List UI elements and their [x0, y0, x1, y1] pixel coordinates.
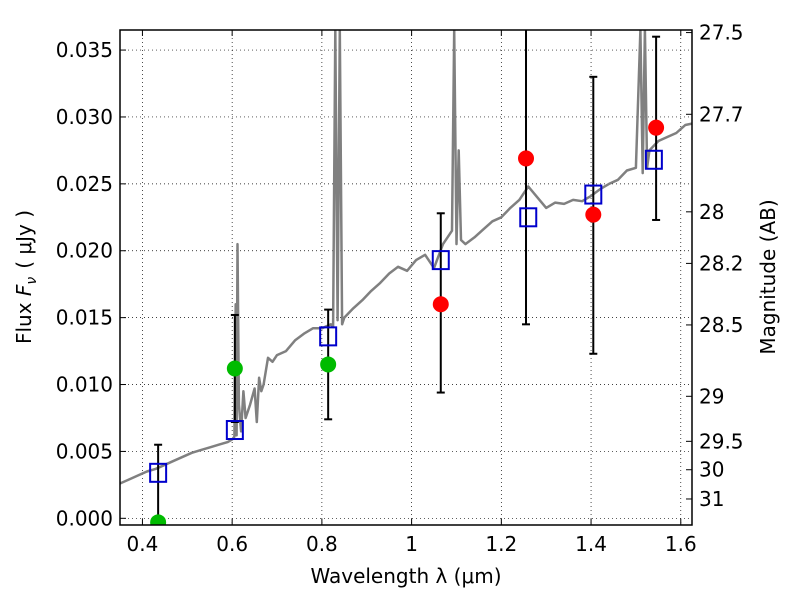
observed-detection-point	[518, 150, 535, 167]
y-axis-label-subscript: ν	[24, 277, 40, 285]
x-tick-label: 1.6	[665, 532, 697, 556]
plot-area	[120, 30, 692, 525]
model-photometry-square	[225, 420, 244, 441]
mag-tick-label: 27.5	[699, 21, 744, 45]
x-tick-label: 1.2	[485, 532, 517, 556]
mag-tick-label: 28.5	[699, 313, 744, 337]
observed-detection-point	[585, 206, 602, 223]
mag-tick-label: 28.2	[699, 251, 744, 275]
model-photometry-square	[149, 462, 168, 483]
y-axis-label-unit: ( μJy )	[12, 210, 36, 269]
mag-tick-label: 30	[699, 458, 724, 482]
mag-tick-label: 29.5	[699, 429, 744, 453]
y-tick-label: 0.015	[56, 306, 113, 330]
y-axis-label: Flux Fν ( μJy )	[12, 210, 40, 344]
y2-axis-label: Magnitude (AB)	[756, 199, 780, 354]
mag-tick-label: 27.7	[699, 102, 744, 126]
model-photometry-square	[584, 184, 603, 205]
x-tick-label: 0.8	[306, 532, 338, 556]
y-tick-label: 0.005	[56, 439, 113, 463]
model-photometry-square	[644, 149, 663, 170]
y-tick-label: 0.020	[56, 239, 113, 263]
y-tick-label: 0.000	[56, 506, 113, 530]
model-photometry-square	[431, 250, 450, 271]
mag-tick-label: 29	[699, 384, 724, 408]
x-tick-label: 1.4	[575, 532, 607, 556]
x-axis-label: Wavelength λ (μm)	[310, 564, 501, 588]
observed-weak-point	[150, 514, 167, 525]
y-tick-label: 0.030	[56, 105, 113, 129]
model-photometry-square	[519, 207, 538, 228]
axis-ticks: 0.4 0.6 0.8 1 1.2 1.4 1.6 0.000 0.005 0.010 0.015 0…	[56, 21, 744, 556]
y-axis-label-symbol: F	[12, 284, 36, 296]
mag-tick-label: 31	[699, 487, 724, 511]
observed-detection-point	[648, 119, 665, 136]
model-photometry-square	[319, 326, 338, 347]
y-tick-label: 0.035	[56, 38, 113, 62]
plot-frame	[119, 29, 693, 526]
grid-lines	[120, 30, 692, 525]
x-tick-label: 1	[405, 532, 418, 556]
observed-detection-point	[432, 296, 449, 313]
observed-weak-point	[226, 360, 243, 377]
y-axis-label-text: Flux	[12, 302, 36, 344]
x-tick-label: 0.6	[216, 532, 248, 556]
mag-tick-label: 28	[699, 200, 724, 224]
y-tick-label: 0.025	[56, 172, 113, 196]
x-tick-label: 0.4	[127, 532, 159, 556]
y-tick-label: 0.010	[56, 373, 113, 397]
observed-weak-point	[320, 356, 337, 373]
